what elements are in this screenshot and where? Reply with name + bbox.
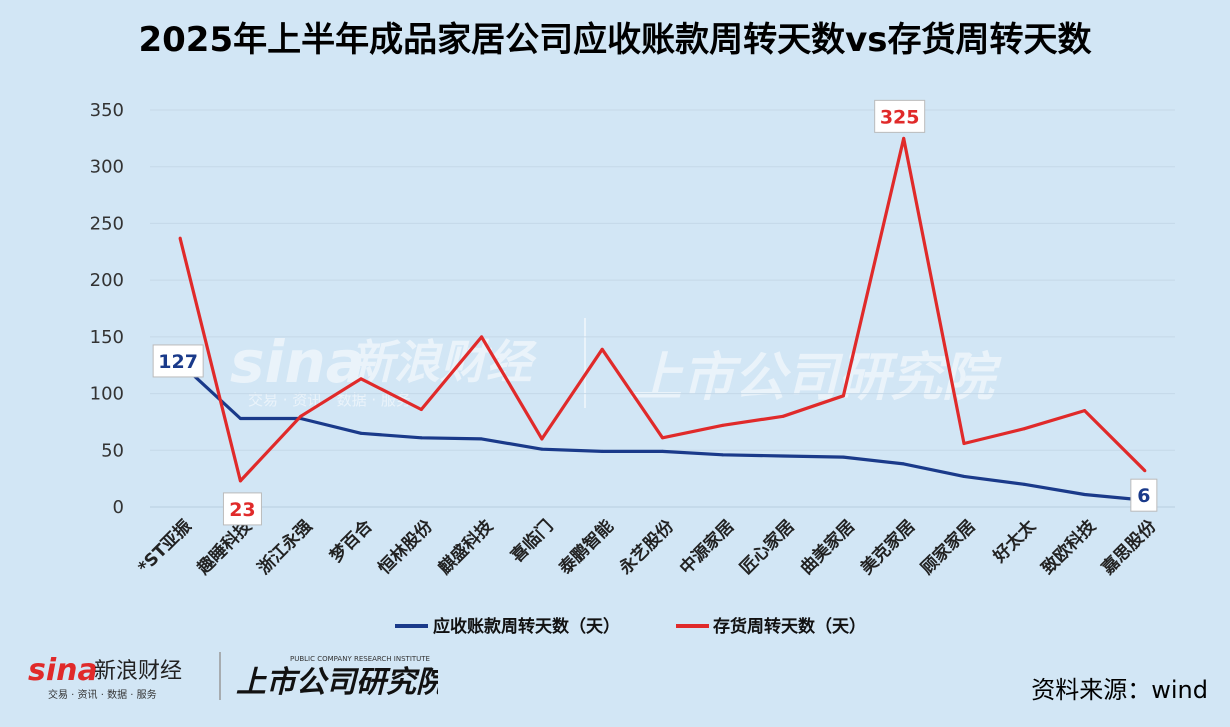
legend-label-receivable: 应收账款周转天数（天） xyxy=(433,616,620,637)
x-tick-label: 泰鹏智能 xyxy=(555,516,618,579)
watermark-institute-name: 上市公司研究院 xyxy=(630,348,1002,408)
y-tick-label: 200 xyxy=(90,270,124,291)
series-line-inventory xyxy=(178,136,1147,483)
grid-lines xyxy=(150,109,1175,508)
data-point xyxy=(1083,493,1087,497)
data-point xyxy=(1022,427,1026,431)
x-tick-label: 麒盛科技 xyxy=(434,515,498,579)
data-point xyxy=(902,136,906,140)
x-tick-label: 恒林股份 xyxy=(374,515,438,579)
footer-brand-logo: sina 新浪财经 交易 · 资讯 · 数据 · 服务 PUBLIC COMPA… xyxy=(28,652,438,701)
data-label: 23 xyxy=(222,492,262,526)
x-tick-label: 永艺股份 xyxy=(614,515,678,579)
data-point xyxy=(1143,469,1147,473)
data-point xyxy=(540,447,544,451)
x-tick-label: 中源家居 xyxy=(675,516,738,579)
data-point xyxy=(600,347,604,351)
data-point xyxy=(841,455,845,459)
footer-brand: sina 新浪财经 交易 · 资讯 · 数据 · 服务 PUBLIC COMPA… xyxy=(28,648,438,704)
data-point xyxy=(781,414,785,418)
data-label-box xyxy=(1130,478,1158,512)
sina-name: 新浪财经 xyxy=(94,659,182,684)
data-point xyxy=(419,436,423,440)
data-point xyxy=(359,431,363,435)
series-lines xyxy=(178,136,1147,502)
x-tick-label: 嘉思股份 xyxy=(1097,515,1161,579)
y-tick-label: 250 xyxy=(90,213,124,234)
data-label: 325 xyxy=(874,99,926,133)
x-tick-label: 匠心家居 xyxy=(736,516,799,579)
data-point xyxy=(238,417,242,421)
data-label-box xyxy=(152,344,204,378)
x-tick-label: 曲美家居 xyxy=(796,516,859,579)
data-point xyxy=(962,441,966,445)
x-tick-label: 美克家居 xyxy=(856,516,919,579)
x-tick-label: 致欧科技 xyxy=(1037,515,1101,579)
institute-en: PUBLIC COMPANY RESEARCH INSTITUTE xyxy=(290,655,430,663)
data-label-text: 325 xyxy=(880,106,920,128)
y-tick-label: 350 xyxy=(90,100,124,121)
y-tick-label: 0 xyxy=(113,497,124,518)
watermark: sina 新浪财经 交易 · 资讯 · 数据 · 服务 上市公司研究院 xyxy=(230,318,1002,409)
y-tick-label: 150 xyxy=(90,327,124,348)
legend: 应收账款周转天数（天） 存货周转天数（天） xyxy=(395,616,866,637)
data-point xyxy=(1022,482,1026,486)
y-tick-label: 100 xyxy=(90,384,124,405)
data-point xyxy=(1083,409,1087,413)
data-point xyxy=(178,236,182,240)
sina-tagline: 交易 · 资讯 · 数据 · 服务 xyxy=(48,688,157,701)
watermark-sina-logo: sina xyxy=(230,328,365,396)
data-point xyxy=(480,437,484,441)
data-label: 127 xyxy=(152,344,204,378)
data-point xyxy=(721,453,725,457)
data-point xyxy=(781,454,785,458)
x-tick-label: 好太太 xyxy=(988,515,1040,567)
data-point xyxy=(962,474,966,478)
x-tick-label: 浙江永强 xyxy=(253,516,316,579)
data-point xyxy=(359,377,363,381)
data-point xyxy=(299,414,303,418)
data-label-box xyxy=(222,492,262,526)
x-tick-label: 梦百合 xyxy=(326,515,378,567)
x-tick-label: *ST亚振 xyxy=(134,516,196,578)
y-axis: 0 50 100 150 200 250 300 350 xyxy=(90,100,124,518)
legend-label-inventory: 存货周转天数（天） xyxy=(713,616,866,637)
institute-name: 上市公司研究院 xyxy=(236,665,438,700)
x-tick-label: 顾家家居 xyxy=(917,516,980,579)
data-point xyxy=(419,407,423,411)
data-label-box xyxy=(874,99,926,133)
data-label-text: 23 xyxy=(229,499,255,521)
sina-logo-icon: sina xyxy=(28,653,98,688)
chart-title: 2025年上半年成品家居公司应收账款周转天数vs存货周转天数 xyxy=(138,20,1092,60)
data-point xyxy=(238,479,242,483)
data-point xyxy=(841,394,845,398)
data-point xyxy=(661,436,664,440)
y-tick-label: 50 xyxy=(101,440,124,461)
data-point xyxy=(540,437,544,441)
x-tick-label: 喜临门 xyxy=(507,516,558,567)
data-point xyxy=(480,335,484,339)
data-label-text: 127 xyxy=(158,351,198,373)
source-note: 资料来源：wind xyxy=(1031,676,1208,704)
data-label: 6 xyxy=(1130,478,1158,512)
data-point xyxy=(661,449,664,453)
y-tick-label: 300 xyxy=(90,157,124,178)
data-point xyxy=(902,462,906,466)
data-label-text: 6 xyxy=(1137,485,1150,507)
data-point xyxy=(721,423,725,427)
data-labels: 127 23 325 6 xyxy=(152,99,1158,526)
data-point xyxy=(600,449,604,453)
